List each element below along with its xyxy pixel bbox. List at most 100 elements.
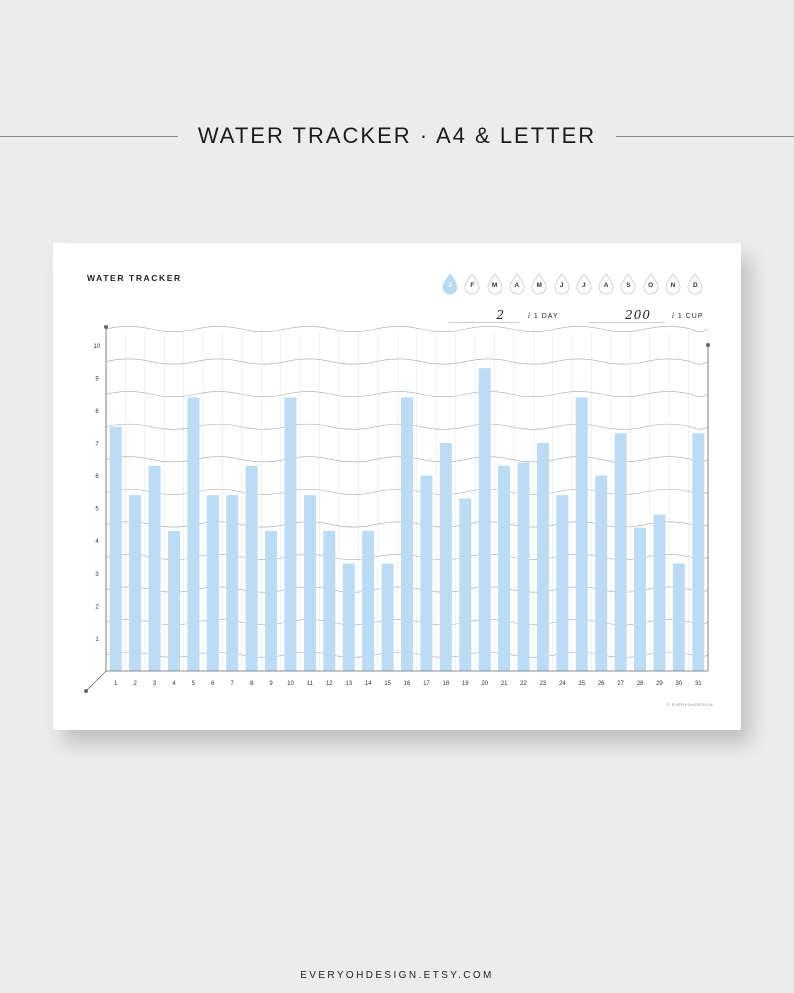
daily-goal-unit: / 1 DAY [528,313,559,320]
month-drop-4[interactable]: A [508,273,526,295]
y-tick-label: 6 [95,474,99,480]
x-tick-label: 23 [540,681,547,687]
month-drop-12[interactable]: D [686,273,704,295]
banner-rule-right [616,135,794,137]
x-tick-label: 3 [153,681,157,687]
x-tick-label: 17 [423,681,430,687]
x-tick-label: 14 [365,681,372,687]
month-drop-1[interactable]: J [441,273,459,295]
y-tick-label: 5 [95,507,99,513]
drop-icon [531,273,547,295]
month-drop-3[interactable]: M [486,273,504,295]
bar-day-6 [206,495,219,671]
bar-day-13 [342,563,355,671]
bar-day-27 [614,433,627,671]
bar-day-3 [148,465,161,671]
month-label: J [581,282,586,289]
x-tick-label: 16 [404,681,411,687]
x-tick-label: 19 [462,681,469,687]
cup-size-field[interactable]: 200 [589,309,665,323]
grid-wave [105,391,709,398]
x-tick-label: 4 [172,681,176,687]
drop-icon [576,273,592,295]
drop-icon [665,273,681,295]
x-tick-label: 27 [617,681,624,687]
daily-goal-field[interactable]: 2 [449,309,519,323]
drop-icon [487,273,502,295]
x-tick-label: 10 [287,681,294,687]
drop-icon [687,273,703,295]
banner-title: WATER TRACKER · A4 & LETTER [197,123,597,148]
cup-size-unit: / 1 CUP [672,313,704,320]
bar-day-26 [595,475,608,671]
bar-day-24 [556,495,569,671]
bar-day-5 [187,397,200,671]
bar-day-10 [284,397,297,671]
drop-icon [509,273,525,295]
x-tick-label: 25 [578,681,585,687]
drop-icon [643,273,659,295]
banner-rule-left [0,135,178,137]
month-drop-6[interactable]: J [553,273,571,295]
month-label: A [603,282,609,289]
y-tick-label: 2 [95,604,99,610]
tracker-title: WATER TRACKER [87,273,182,283]
x-tick-label: 11 [307,681,314,687]
grid-wave [105,358,709,365]
x-tick-label: 28 [637,681,644,687]
y-tick-label: 7 [95,442,99,448]
month-drop-7[interactable]: J [575,273,593,295]
month-label: A [514,282,520,289]
x-tick-label: 20 [481,681,488,687]
month-drop-10[interactable]: O [642,273,660,295]
drop-icon [554,273,569,295]
x-tick-label: 6 [211,681,215,687]
x-tick-label: 12 [326,681,333,687]
y-tick-label: 10 [94,344,101,350]
x-tick-label: 2 [133,681,137,687]
tracker-card: WATER TRACKER J F M A M J J A S O N D 2 / 1 DAY 200… [53,243,741,730]
bar-day-21 [498,465,511,671]
x-tick-label: 8 [250,681,254,687]
grid-wave [105,423,709,430]
bar-day-20 [478,368,491,671]
bar-day-23 [536,443,549,671]
bar-day-11 [303,495,316,671]
month-label: M [491,282,498,289]
month-drop-9[interactable]: S [619,273,637,295]
x-tick-label: 30 [676,681,683,687]
x-tick-label: 9 [269,681,273,687]
footer-url: EVERYOHDESIGN.ETSY.COM [300,970,494,981]
month-label: S [626,282,631,289]
depth-axis [85,670,107,692]
x-tick-label: 21 [501,681,508,687]
bar-day-1 [109,426,122,671]
y-tick-label: 8 [95,409,99,415]
bar-day-19 [459,498,472,671]
x-tick-label: 29 [656,681,663,687]
x-tick-label: 5 [192,681,196,687]
x-tick-label: 22 [520,681,527,687]
bar-day-31 [692,433,705,671]
drop-icon [598,273,614,295]
bar-day-16 [400,397,414,671]
bar-day-15 [381,563,394,671]
drop-icon [620,273,636,295]
x-tick-label: 15 [384,681,391,687]
month-drop-8[interactable]: A [597,273,615,295]
month-label: F [470,282,475,289]
month-drop-2[interactable]: F [463,273,481,295]
x-tick-label: 1 [114,681,118,687]
month-label: D [692,282,698,289]
y-axis-cap [104,325,108,329]
y-tick-label: 9 [95,376,99,382]
month-drop-5[interactable]: M [530,273,548,295]
grid-wave [105,456,709,463]
drop-icon [442,273,458,295]
x-tick-label: 7 [231,681,235,687]
bar-day-17 [420,475,433,671]
drop-icon [464,273,480,295]
month-drop-11[interactable]: N [664,273,682,295]
depth-axis-cap [84,689,88,693]
